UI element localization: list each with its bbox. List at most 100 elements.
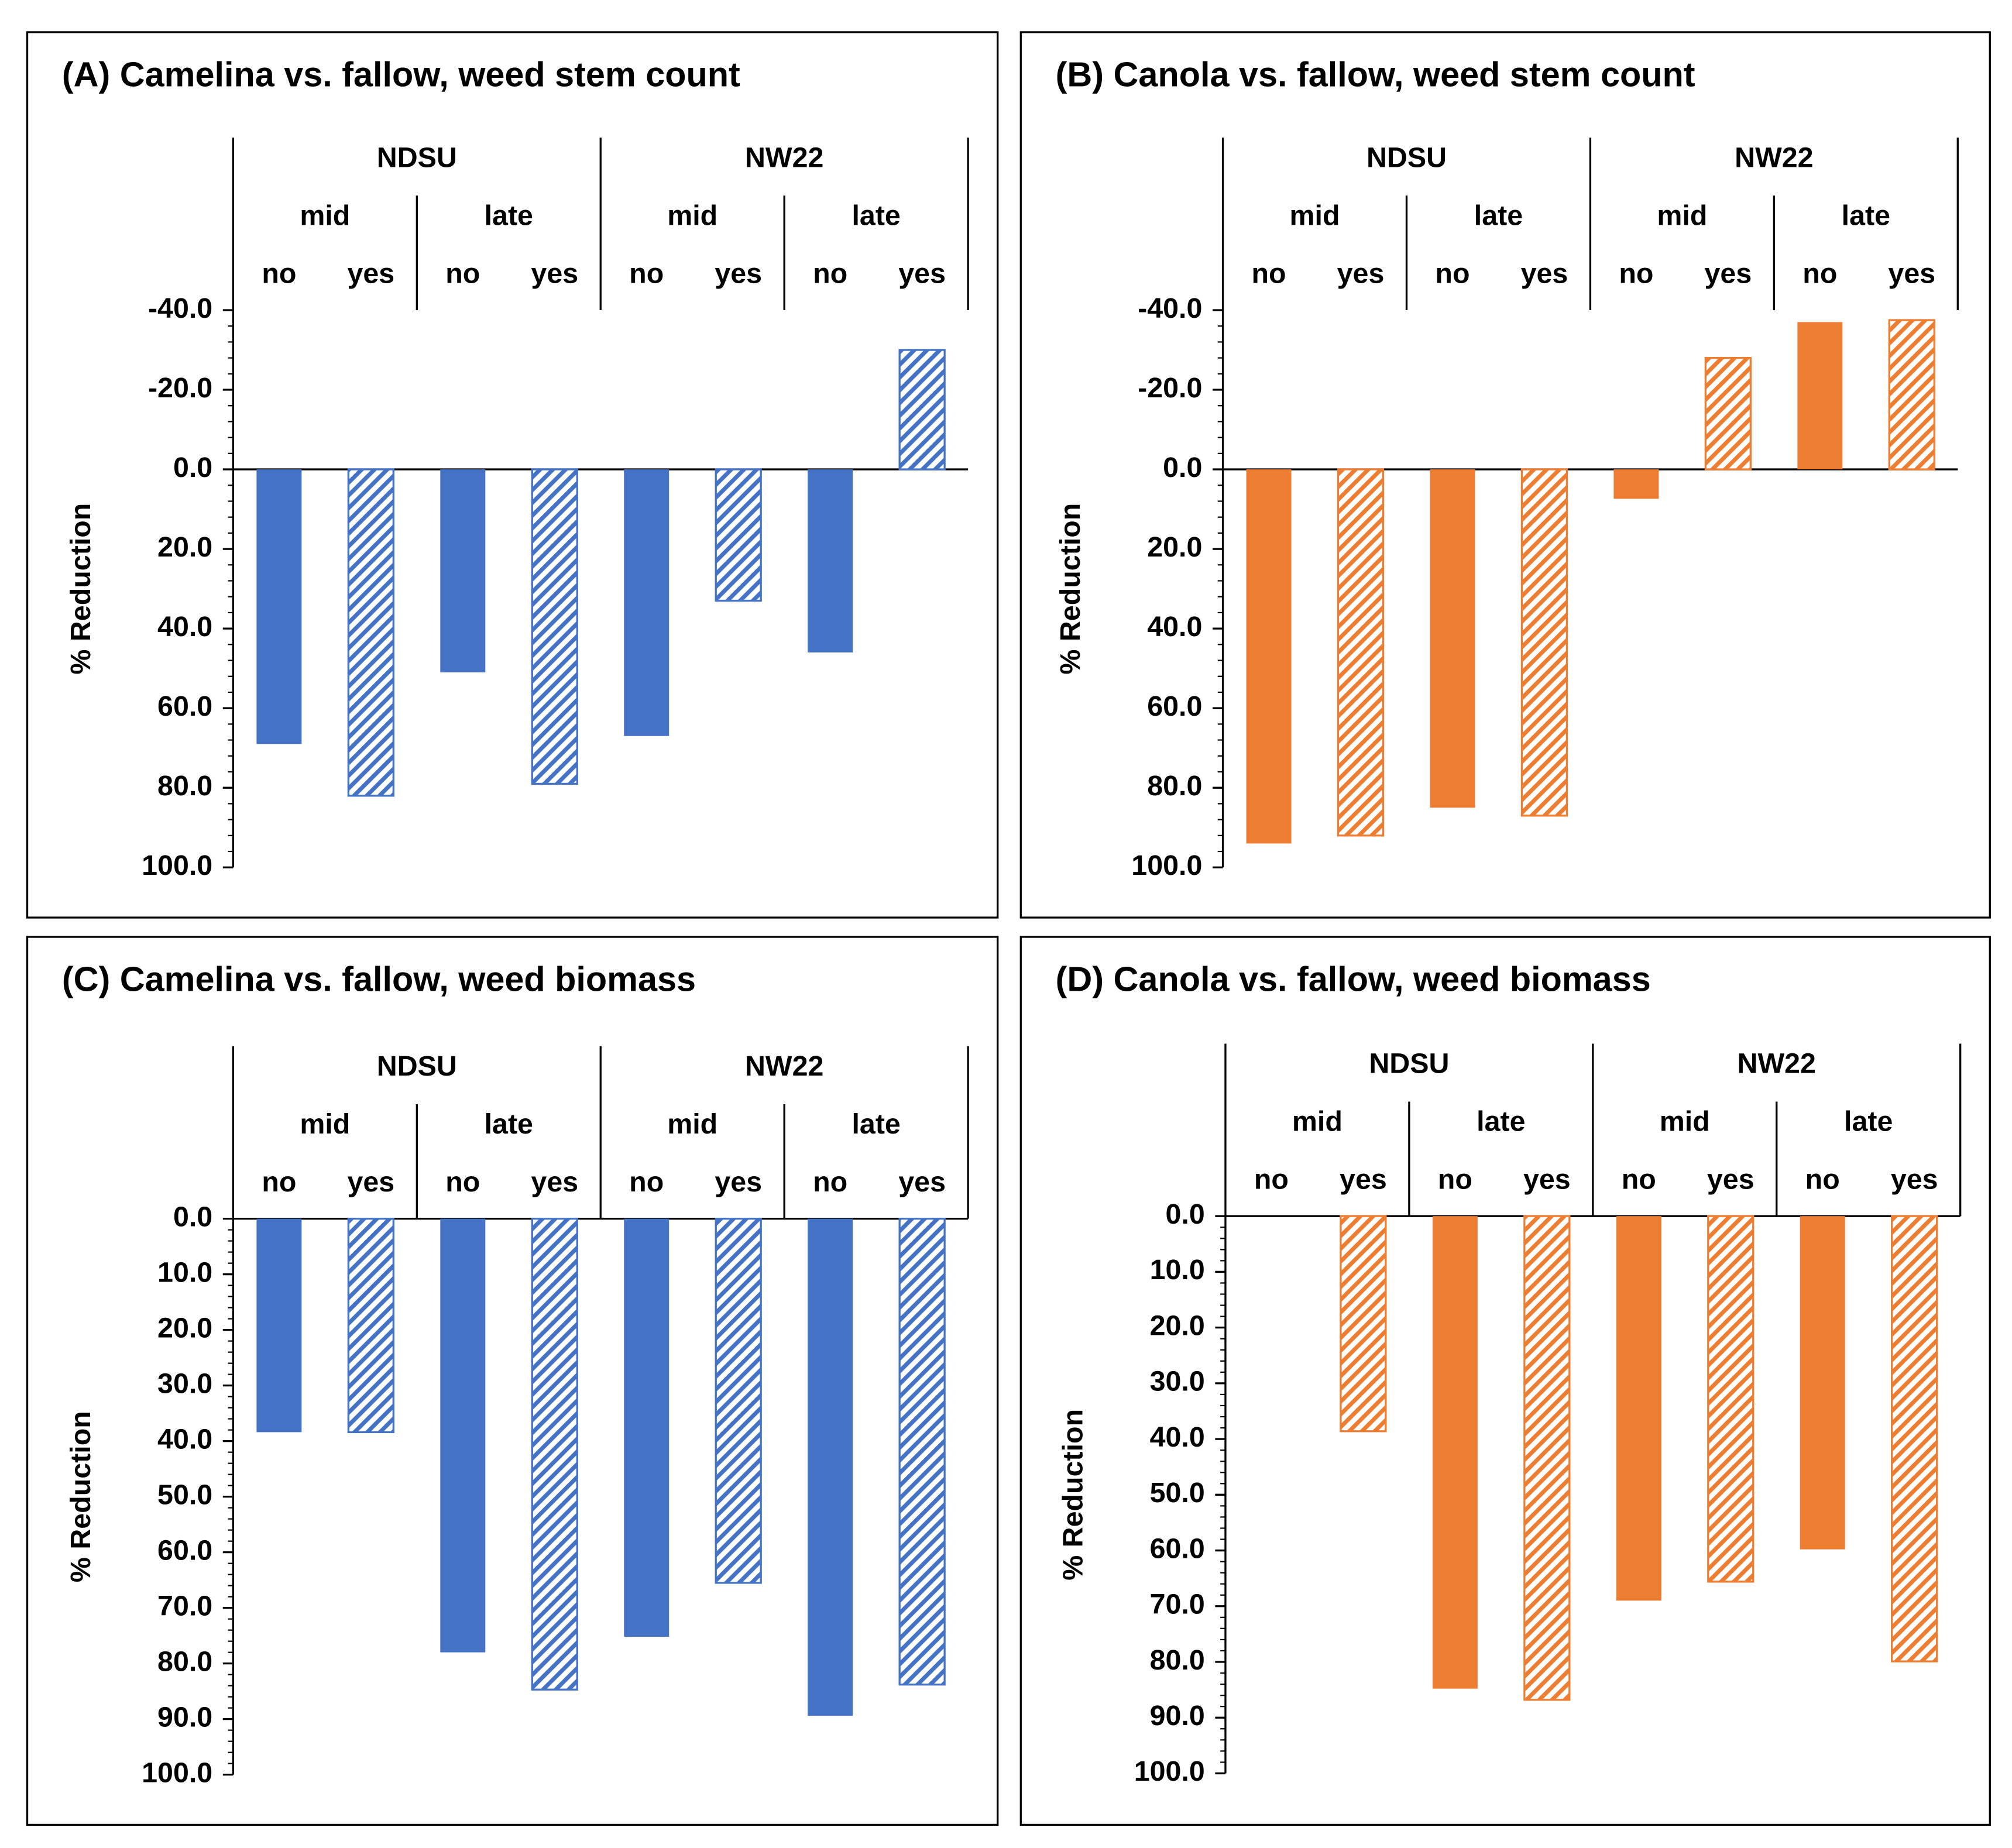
bar: [256, 1218, 302, 1433]
x-tick-label: yes: [1705, 257, 1752, 289]
hatched-bar: [1891, 1215, 1938, 1662]
y-tick-label: 70.0: [1150, 1589, 1205, 1620]
x-tick-label: yes: [1523, 1164, 1571, 1196]
y-axis-title: % Reduction: [65, 1411, 97, 1582]
x-tick-label: yes: [898, 1166, 946, 1198]
site-label: NW22: [745, 142, 823, 173]
y-tick-label: 80.0: [157, 770, 212, 802]
x-tick-label: no: [262, 1166, 296, 1198]
y-tick-label: 100.0: [142, 1757, 212, 1788]
y-tick-label: 50.0: [157, 1479, 212, 1510]
x-tick-label: yes: [1521, 257, 1568, 289]
x-tick-label: no: [445, 1166, 480, 1198]
x-tick-label: yes: [1891, 1164, 1938, 1196]
x-tick-label: yes: [898, 257, 946, 289]
bar: [624, 469, 669, 736]
timing-label: mid: [1657, 200, 1707, 231]
y-tick-label: 60.0: [157, 1534, 212, 1566]
x-tick-label: no: [629, 1166, 664, 1198]
hatched-bar: [1888, 319, 1935, 470]
y-tick-label: 80.0: [1147, 770, 1202, 802]
y-tick-label: 80.0: [1150, 1644, 1205, 1676]
bar: [624, 1218, 669, 1637]
y-tick-label: 40.0: [1150, 1421, 1205, 1453]
x-tick-label: yes: [531, 257, 578, 289]
y-tick-label: 40.0: [157, 1423, 212, 1455]
bar: [440, 1218, 486, 1653]
x-tick-label: no: [1251, 257, 1286, 289]
y-tick-label: 40.0: [1147, 611, 1202, 643]
hatched-bar: [531, 1217, 578, 1691]
timing-label: mid: [300, 200, 350, 231]
hatched-bar: [898, 349, 946, 470]
chart-title: (A) Camelina vs. fallow, weed stem count: [62, 55, 740, 94]
x-tick-label: no: [1254, 1164, 1289, 1196]
hatched-bar: [715, 1217, 762, 1584]
y-tick-label: 20.0: [1147, 531, 1202, 563]
x-tick-label: no: [813, 1166, 847, 1198]
y-tick-label: 40.0: [157, 611, 212, 643]
timing-label: late: [485, 200, 533, 231]
hatched-bar: [347, 468, 394, 797]
y-tick-label: 30.0: [157, 1368, 212, 1399]
site-label: NDSU: [377, 1050, 457, 1082]
timing-label: mid: [667, 200, 717, 231]
y-tick-label: -20.0: [148, 372, 212, 404]
x-tick-label: no: [1805, 1164, 1840, 1196]
site-label: NW22: [1738, 1048, 1816, 1080]
x-tick-label: yes: [715, 1166, 762, 1198]
bar: [808, 469, 853, 652]
y-tick-label: 60.0: [1147, 691, 1202, 722]
x-tick-label: no: [813, 257, 847, 289]
y-axis-title: % Reduction: [65, 503, 97, 675]
y-tick-label: 20.0: [157, 531, 212, 563]
y-tick-label: 90.0: [157, 1701, 212, 1733]
x-tick-label: no: [1802, 257, 1837, 289]
x-tick-label: no: [1438, 1164, 1472, 1196]
bar: [256, 469, 302, 744]
panel-frame: [1019, 936, 1991, 1826]
hatched-bar: [1337, 468, 1385, 837]
x-tick-label: yes: [1888, 257, 1935, 289]
timing-label: mid: [1660, 1106, 1710, 1138]
x-tick-label: yes: [347, 1166, 394, 1198]
site-label: NDSU: [377, 142, 457, 173]
x-tick-label: no: [629, 257, 664, 289]
y-tick-label: 60.0: [1150, 1533, 1205, 1564]
x-tick-label: yes: [715, 257, 762, 289]
y-tick-label: 0.0: [1166, 1198, 1205, 1230]
chart-title: (B) Canola vs. fallow, weed stem count: [1056, 55, 1695, 94]
bar: [1432, 1216, 1478, 1689]
bar: [1430, 469, 1475, 808]
y-tick-label: 50.0: [1150, 1477, 1205, 1509]
bar: [1797, 322, 1843, 470]
hatched-bar: [1707, 1215, 1755, 1583]
bar: [1800, 1216, 1845, 1550]
site-label: NDSU: [1369, 1048, 1449, 1080]
x-tick-label: yes: [531, 1166, 578, 1198]
y-tick-label: 0.0: [173, 452, 212, 483]
timing-label: mid: [300, 1108, 350, 1140]
bar: [1616, 1216, 1661, 1601]
y-tick-label: 10.0: [157, 1256, 212, 1288]
y-axis-title: % Reduction: [1057, 1409, 1089, 1581]
y-tick-label: -20.0: [1138, 372, 1202, 404]
hatched-bar: [1520, 468, 1568, 817]
y-tick-label: 100.0: [1134, 1756, 1205, 1787]
bar: [1613, 469, 1659, 499]
x-tick-label: yes: [1340, 1164, 1387, 1196]
bar: [808, 1218, 853, 1716]
panel-frame: [26, 936, 999, 1826]
bar: [440, 469, 486, 672]
y-tick-label: 100.0: [142, 850, 212, 881]
y-axis-title: % Reduction: [1055, 503, 1086, 675]
chart-title: (D) Canola vs. fallow, weed biomass: [1056, 960, 1651, 999]
y-tick-label: -40.0: [148, 293, 212, 324]
y-tick-label: 30.0: [1150, 1366, 1205, 1397]
x-tick-label: no: [445, 257, 480, 289]
x-tick-label: yes: [1707, 1164, 1755, 1196]
x-tick-label: no: [262, 257, 296, 289]
hatched-bar: [1523, 1215, 1571, 1701]
